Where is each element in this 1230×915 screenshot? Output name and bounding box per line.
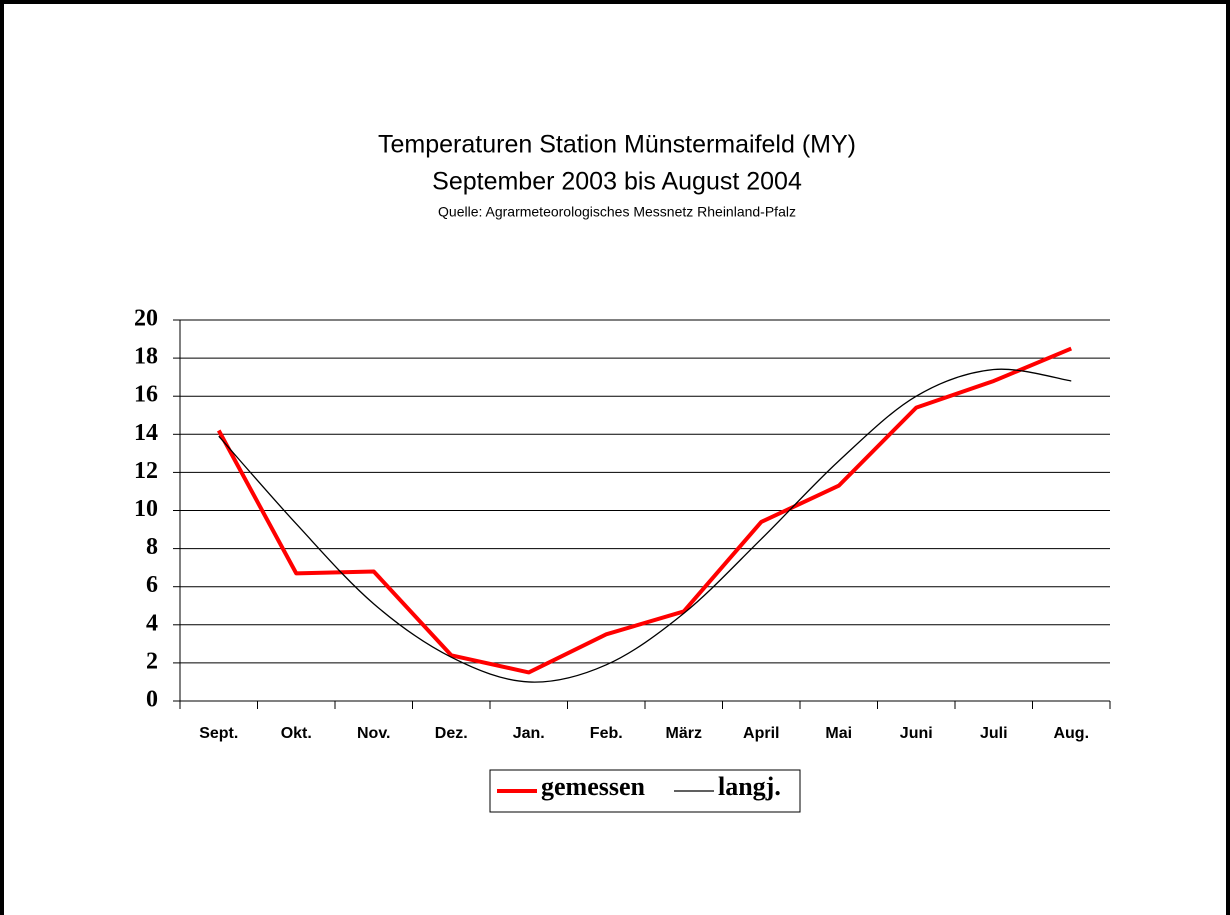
x-tick-label: Juli xyxy=(980,725,1008,742)
y-tick-label: 6 xyxy=(146,572,158,598)
x-tick-label: Aug. xyxy=(1053,725,1089,742)
y-tick-label: 16 xyxy=(134,382,158,408)
y-tick-label: 2 xyxy=(146,648,158,674)
x-tick-label: Juni xyxy=(900,725,933,742)
y-tick-label: 10 xyxy=(134,496,158,522)
legend-label: langj. xyxy=(718,772,781,801)
chart-subtitle: September 2003 bis August 2004 xyxy=(432,168,802,196)
x-tick-label: Mai xyxy=(825,725,852,742)
y-tick-label: 8 xyxy=(146,534,158,560)
x-tick-label: Nov. xyxy=(357,725,390,742)
y-tick-label: 14 xyxy=(134,420,158,446)
x-tick-label: Okt. xyxy=(281,725,312,742)
chart-source: Quelle: Agrarmeteorologisches Messnetz R… xyxy=(438,204,796,220)
y-tick-label: 0 xyxy=(146,687,158,713)
chart-title: Temperaturen Station Münstermaifeld (MY) xyxy=(378,131,856,159)
series-line xyxy=(218,368,1072,683)
x-tick-label: Jan. xyxy=(513,725,545,742)
x-tick-label: April xyxy=(743,725,779,742)
series-line xyxy=(216,346,1073,675)
y-tick-label: 18 xyxy=(134,344,158,370)
x-tick-label: März xyxy=(666,725,702,742)
y-tick-label: 4 xyxy=(146,610,158,636)
x-tick-label: Feb. xyxy=(590,725,623,742)
legend-box xyxy=(489,769,801,813)
x-tick-label: Sept. xyxy=(199,725,238,742)
legend-label: gemessen xyxy=(541,772,646,801)
y-tick-label: 20 xyxy=(134,306,158,332)
x-tick-label: Dez. xyxy=(435,725,468,742)
y-tick-label: 12 xyxy=(134,458,158,484)
